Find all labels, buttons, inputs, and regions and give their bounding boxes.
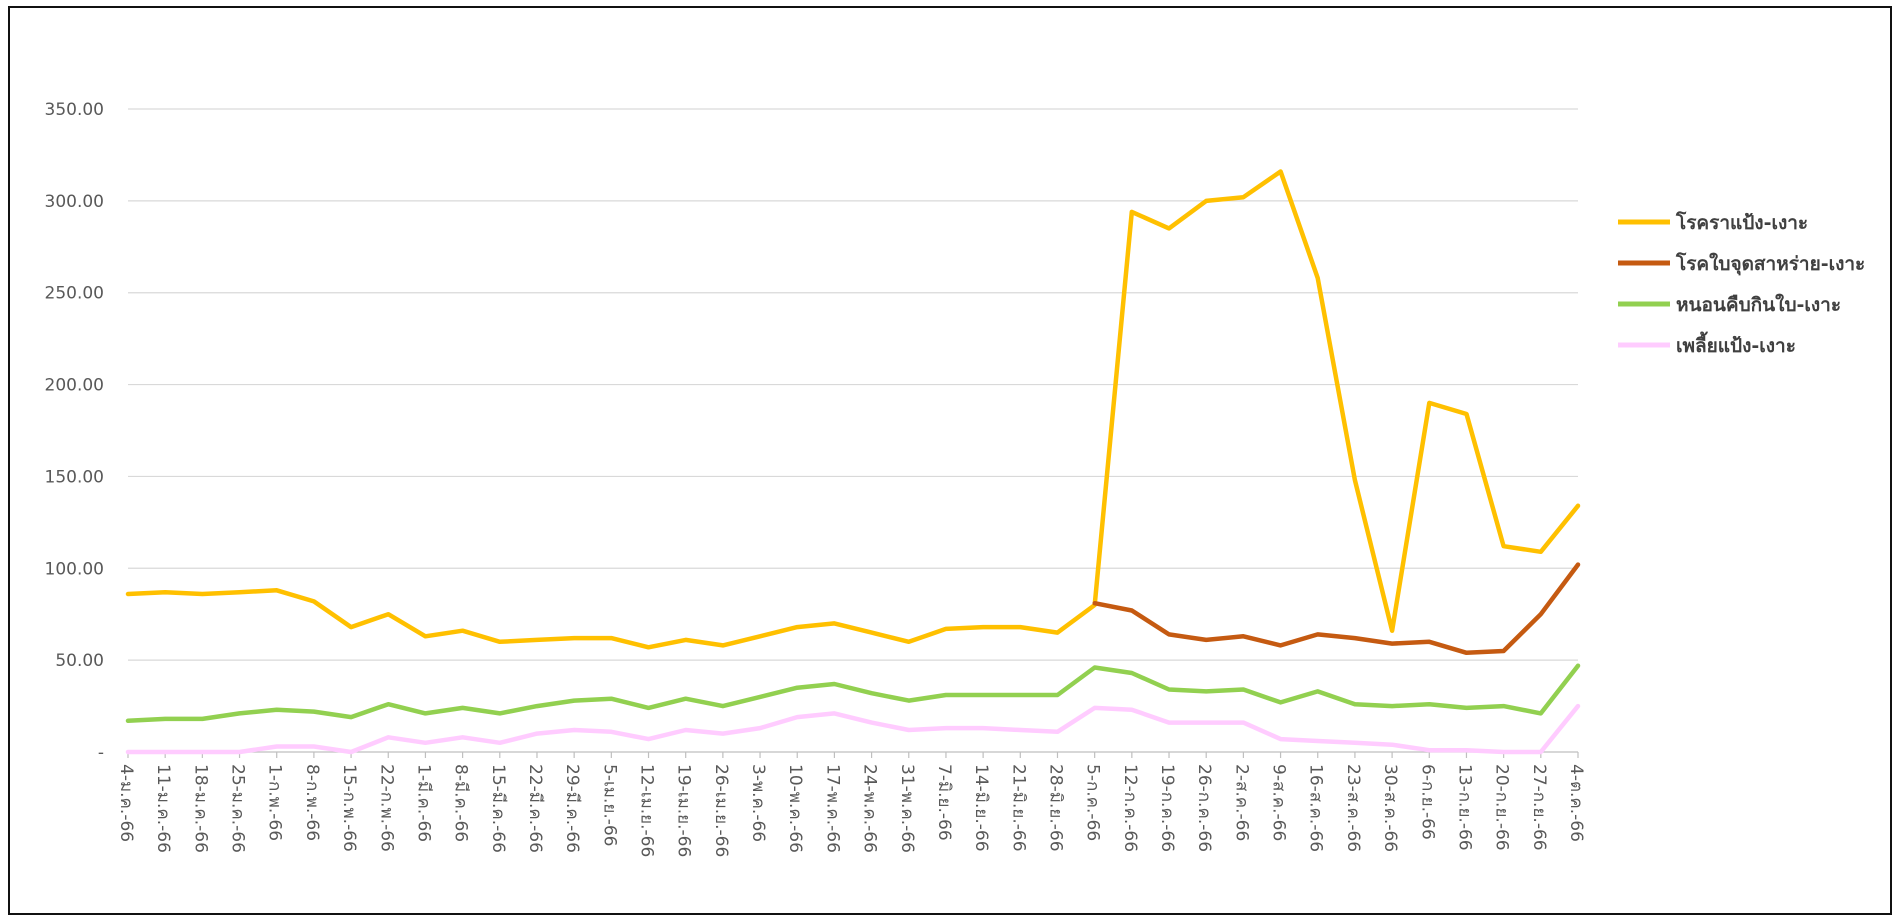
y-tick-label: 250.00 <box>45 284 104 304</box>
series-layer <box>125 169 1581 755</box>
x-tick-label: 17-พ.ค.-66 <box>822 764 842 853</box>
x-tick-label: 6-ก.ย.-66 <box>1417 764 1437 840</box>
y-tick-label: 50.00 <box>55 651 104 671</box>
x-tick-label: 3-พ.ค.-66 <box>748 764 768 842</box>
y-tick-label: - <box>98 743 104 763</box>
x-tick-label: 15-ก.พ.-66 <box>339 764 359 852</box>
series-line-3 <box>125 663 1581 724</box>
x-tick-label: 31-พ.ค.-66 <box>897 764 917 853</box>
x-tick-label: 18-ม.ค.-66 <box>190 764 210 853</box>
x-tick-label: 12-ก.ค.-66 <box>1120 764 1140 852</box>
x-tick-label: 7-มิ.ย.-66 <box>934 764 954 841</box>
x-tick-label: 12-เม.ย.-66 <box>637 764 657 857</box>
legend-label-1: โรคราแป้ง-เงาะ <box>1675 211 1808 234</box>
x-tick-label: 1-มี.ค.-66 <box>413 764 433 842</box>
series-line-1 <box>125 169 1581 650</box>
x-tick-label: 23-ส.ค.-66 <box>1343 764 1363 852</box>
x-tick-label: 4-ม.ค.-66 <box>116 764 136 842</box>
x-tick-label: 22-มี.ค.-66 <box>525 764 545 853</box>
x-tick-label: 4-ต.ค.-66 <box>1566 764 1586 842</box>
x-tick-label: 30-ส.ค.-66 <box>1380 764 1400 852</box>
x-tick-label: 28-มิ.ย.-66 <box>1045 764 1065 852</box>
x-tick-label: 15-มี.ค.-66 <box>488 764 508 853</box>
y-axis-ticks: - 50.00 100.00 150.00 200.00 250.00 300.00 350.… <box>45 100 104 763</box>
x-tick-label: 1-ก.พ.-66 <box>265 764 285 841</box>
y-tick-label: 100.00 <box>45 559 104 579</box>
x-tick-label: 27-ก.ย.-66 <box>1529 764 1549 851</box>
chart-frame <box>8 6 1892 915</box>
x-tick-label: 22-ก.พ.-66 <box>376 764 396 852</box>
x-tick-label: 26-เม.ย.-66 <box>711 764 731 857</box>
x-tick-label: 25-ม.ค.-66 <box>228 764 248 853</box>
x-tick-label: 5-ก.ค.-66 <box>1083 764 1103 841</box>
x-tick-label: 11-ม.ค.-66 <box>153 764 173 853</box>
x-tick-label: 16-ส.ค.-66 <box>1306 764 1326 852</box>
legend: โรคราแป้ง-เงาะโรคใบจุดสาหร่าย-เงาะหนอนคื… <box>1618 211 1865 357</box>
x-tick-label: 21-มิ.ย.-66 <box>1008 764 1028 852</box>
x-tick-label: 9-ส.ค.-66 <box>1269 764 1289 841</box>
series-line-2 <box>1092 562 1581 656</box>
x-tick-label: 13-ก.ย.-66 <box>1454 764 1474 851</box>
legend-label-2: โรคใบจุดสาหร่าย-เงาะ <box>1675 252 1865 276</box>
x-axis-ticks: 4-ม.ค.-66 11-ม.ค.-66 18-ม.ค.-66 25-ม.ค.-66 1… <box>116 752 1586 857</box>
x-tick-label: 10-พ.ค.-66 <box>785 764 805 853</box>
series-line-4 <box>125 703 1581 755</box>
y-tick-label: 300.00 <box>45 192 104 212</box>
x-tick-label: 8-มี.ค.-66 <box>451 764 471 842</box>
y-tick-label: 200.00 <box>45 376 104 396</box>
legend-label-4: เพลี้ยแป้ง-เงาะ <box>1676 331 1796 357</box>
x-tick-label: 19-เม.ย.-66 <box>674 764 694 857</box>
x-tick-label: 19-ก.ค.-66 <box>1157 764 1177 852</box>
x-tick-label: 2-ส.ค.-66 <box>1231 764 1251 841</box>
x-tick-label: 14-มิ.ย.-66 <box>971 764 991 852</box>
grid-layer <box>128 108 1578 753</box>
legend-label-3: หนอนคืบกินใบ-เงาะ <box>1676 293 1841 316</box>
x-tick-label: 5-เม.ย.-66 <box>599 764 619 847</box>
x-tick-label: 26-ก.ค.-66 <box>1194 764 1214 852</box>
y-tick-label: 350.00 <box>45 100 104 120</box>
x-tick-label: 8-ก.พ.-66 <box>302 764 322 841</box>
x-tick-label: 20-ก.ย.-66 <box>1492 764 1512 851</box>
y-tick-label: 150.00 <box>45 467 104 487</box>
x-tick-label: 24-พ.ค.-66 <box>860 764 880 853</box>
x-tick-label: 29-มี.ค.-66 <box>562 764 582 853</box>
